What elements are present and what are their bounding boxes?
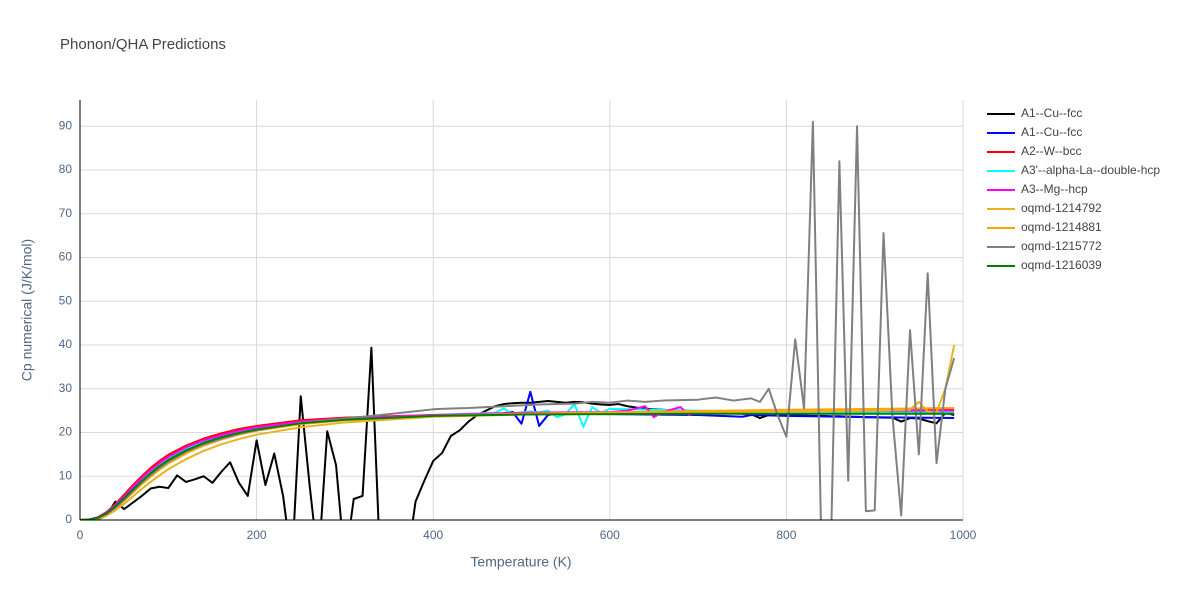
series-line xyxy=(80,403,955,520)
x-tick-label: 800 xyxy=(776,528,796,542)
legend-label: oqmd-1214792 xyxy=(1021,201,1102,215)
legend-item[interactable]: oqmd-1214881 xyxy=(987,220,1102,234)
series-line xyxy=(80,405,955,520)
series-line xyxy=(80,346,955,520)
legend-label: A3'--alpha-La--double-hcp xyxy=(1021,163,1160,177)
series-line xyxy=(80,120,956,520)
legend-item[interactable]: A1--Cu--fcc xyxy=(987,125,1082,139)
legend: A1--Cu--fcc A1--Cu--fcc A2--W--bcc A3'--alp… xyxy=(987,106,1160,272)
series-line xyxy=(80,408,955,520)
x-tick-label: 600 xyxy=(600,528,620,542)
legend-label: oqmd-1215772 xyxy=(1021,239,1102,253)
legend-item[interactable]: oqmd-1214792 xyxy=(987,201,1102,215)
y-tick-label: 40 xyxy=(59,337,73,351)
y-tick-label: 70 xyxy=(59,206,73,220)
y-tick-label: 90 xyxy=(59,118,73,132)
y-tick-label: 0 xyxy=(65,512,72,526)
legend-item[interactable]: oqmd-1216039 xyxy=(987,258,1102,272)
series-line xyxy=(80,407,955,520)
y-tick-label: 50 xyxy=(59,293,73,307)
x-tick-label: 1000 xyxy=(950,528,977,542)
x-tick-label: 400 xyxy=(423,528,443,542)
y-tick-label: 10 xyxy=(59,468,73,482)
x-tick-label: 0 xyxy=(77,528,84,542)
x-tick-label: 200 xyxy=(247,528,267,542)
legend-item[interactable]: oqmd-1215772 xyxy=(987,239,1102,253)
y-tick-label: 80 xyxy=(59,162,73,176)
y-tick-label: 20 xyxy=(59,425,73,439)
legend-label: A1--Cu--fcc xyxy=(1021,106,1082,120)
legend-item[interactable]: A3--Mg--hcp xyxy=(987,182,1088,196)
legend-label: A1--Cu--fcc xyxy=(1021,125,1082,139)
y-tick-label: 60 xyxy=(59,250,73,264)
legend-label: oqmd-1216039 xyxy=(1021,258,1102,272)
legend-item[interactable]: A2--W--bcc xyxy=(987,144,1081,158)
legend-label: A2--W--bcc xyxy=(1021,144,1081,158)
plot-area xyxy=(80,120,956,520)
legend-label: oqmd-1214881 xyxy=(1021,220,1102,234)
x-axis-title: Temperature (K) xyxy=(470,554,571,570)
legend-item[interactable]: A1--Cu--fcc xyxy=(987,106,1082,120)
series-line xyxy=(80,412,955,520)
y-tick-label: 30 xyxy=(59,381,73,395)
legend-label: A3--Mg--hcp xyxy=(1021,182,1088,196)
grid: 0 10 20 30 40 50 60 70 80 90 0 200 400 600 800 1000 xyxy=(59,100,977,542)
y-axis-title: Cp numerical (J/K/mol) xyxy=(19,239,35,381)
legend-item[interactable]: A3'--alpha-La--double-hcp xyxy=(987,163,1160,177)
chart-title: Phonon/QHA Predictions xyxy=(60,36,226,53)
